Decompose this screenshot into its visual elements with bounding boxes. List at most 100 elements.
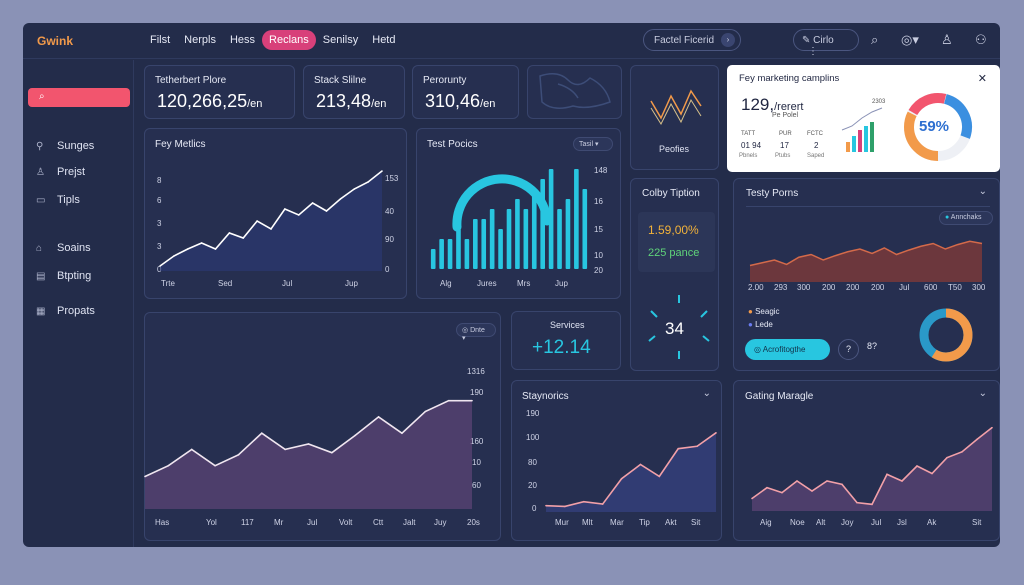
stat-value: 310,46/en	[425, 91, 496, 111]
data-point	[620, 477, 623, 480]
chevron-down-icon[interactable]: ⌄	[702, 388, 711, 399]
data-point	[401, 432, 403, 434]
bar	[523, 209, 529, 269]
bar	[557, 209, 562, 269]
y-tick-right: 60	[472, 481, 481, 490]
data-point	[159, 265, 161, 267]
sidebar-item[interactable]: ▭ Tipls	[36, 194, 80, 206]
help-button[interactable]: ?	[838, 339, 859, 360]
y-tick: 20	[528, 481, 537, 490]
stat-label: Tetherbert Plore	[155, 75, 227, 86]
stat-label: Stack Slilne	[314, 75, 367, 86]
data-point	[214, 464, 216, 467]
sidebar-item[interactable]: ♙ Prejst	[36, 166, 86, 178]
close-icon[interactable]: ✕	[977, 73, 987, 85]
services-card[interactable]: Services +12.14	[511, 311, 621, 370]
user-icon[interactable]: ♙	[941, 32, 953, 47]
data-point	[325, 210, 328, 212]
nav-item[interactable]: Hetd	[372, 34, 396, 46]
colby-card[interactable]: Colby Tiption 1.59,00% 225 pance 34	[630, 178, 719, 371]
sidebar-item[interactable]: ⌂ Soains	[36, 242, 91, 254]
bar	[574, 169, 579, 269]
notification-icon[interactable]: ◎▾	[901, 32, 919, 47]
y-tick: 80	[528, 458, 537, 467]
data-point	[424, 410, 427, 413]
chevron-down-icon[interactable]: ⌄	[978, 388, 987, 399]
x-tick: 300	[797, 283, 811, 292]
mini-bar	[846, 142, 850, 152]
more-icon[interactable]: ⋮	[808, 46, 818, 57]
x-tick: Joy	[841, 518, 854, 527]
y-tick: 6	[157, 196, 162, 205]
search-icon[interactable]: ⌕	[871, 32, 879, 47]
mini-bar	[870, 122, 874, 152]
data-point	[173, 255, 175, 257]
gating-card[interactable]: Gating Maragle ⌄ Aig Noe Alt Joy Jul Jsl…	[733, 380, 1000, 541]
x-tick: Tip	[639, 518, 650, 527]
marketing-col: TATT	[741, 131, 756, 137]
staynorics-card[interactable]: Staynorics ⌄ 190 100 80 20 0 Mur Mlt Mar…	[511, 380, 722, 541]
data-point	[353, 188, 356, 190]
app-logo[interactable]: Gwink	[37, 34, 74, 48]
nav-item[interactable]: Hess	[229, 34, 256, 46]
chevron-down-icon[interactable]: ⌄	[978, 186, 987, 197]
nav-item-active[interactable]: Reclans	[262, 30, 316, 50]
sidebar-item[interactable]: ▦ Propats	[36, 305, 95, 317]
data-point	[214, 248, 217, 250]
data-point	[916, 465, 918, 467]
donut-arc-blue	[904, 93, 972, 161]
data-point	[946, 456, 948, 459]
nav-item[interactable]: Senilsy	[322, 34, 359, 46]
document-icon: ▦	[36, 306, 46, 317]
data-point	[331, 451, 333, 454]
colby-panel	[638, 212, 715, 272]
x-tick: Jul	[871, 518, 882, 527]
profile-icon[interactable]: ⚇	[975, 32, 987, 47]
stat-card[interactable]: Tetherbert Plore 120,266,25/en	[144, 65, 295, 119]
sidebar-search[interactable]: ⌕	[28, 88, 130, 107]
data-point	[284, 208, 286, 210]
stat-card[interactable]: Perorunty 310,46/en	[412, 65, 519, 119]
marketing-card[interactable]: Fey marketing camplins ✕ 129,/rerert Pe …	[727, 65, 1000, 172]
marketing-sub2: 2303	[872, 99, 886, 105]
sidebar-item[interactable]: ⚲ Sunges	[36, 140, 95, 152]
data-point	[284, 448, 286, 451]
area-fill	[752, 427, 992, 511]
filter-pill[interactable]: ✎ Cirlo ⋮	[793, 29, 859, 57]
big-chart-card[interactable]: ◎ Dnte ▾ 1316 190 160 10 60 Has Yol 117 …	[144, 312, 501, 541]
period-dropdown[interactable]: ◎ Dnte ▾	[456, 323, 496, 342]
sidebar-item[interactable]: ▤ Btpting	[36, 270, 92, 282]
x-tick: Noe	[790, 518, 805, 527]
action-button[interactable]: ◎ Acrofitogthe	[745, 339, 830, 360]
y-tick-right: 15	[594, 225, 603, 234]
x-tick: T50	[948, 283, 962, 292]
data-point	[297, 214, 300, 216]
peofies-card[interactable]: Peofies	[630, 65, 719, 170]
data-point	[751, 497, 753, 500]
x-tick: Sit	[691, 518, 701, 527]
bar	[464, 239, 470, 269]
data-point	[715, 432, 717, 434]
data-point	[367, 181, 369, 183]
y-tick: 0	[532, 504, 537, 513]
data-point	[447, 399, 450, 402]
data-point	[190, 448, 193, 451]
top-nav: Filst Nerpls Hess Reclans Senilsy Hetd	[143, 30, 403, 50]
legend-dropdown[interactable]: ● Annchaks	[939, 211, 993, 225]
stat-value: 213,48/en	[316, 91, 387, 111]
chevron-icon[interactable]: ›	[721, 33, 735, 47]
testy-porns-card[interactable]: Testy Porns ⌄ ● Annchaks 2.00 293 300 20…	[733, 178, 1000, 371]
test-pocics-card[interactable]: Test Pocics Tasil ▾ 148 16 15 10 20 Alg …	[416, 128, 621, 299]
data-point	[931, 472, 933, 475]
fey-metrics-card[interactable]: Fey Metlics 8 6 3 3 0 153 40 90 0 Trte S…	[144, 128, 407, 299]
map-card[interactable]	[527, 65, 622, 119]
data-point	[766, 486, 768, 489]
info-button[interactable]: 8?	[867, 341, 878, 351]
y-tick-right: 1316	[467, 367, 485, 376]
search-input[interactable]: Factel Ficerid ›	[643, 29, 741, 51]
nav-item[interactable]: Nerpls	[184, 34, 216, 46]
bar	[473, 219, 478, 269]
stat-card[interactable]: Stack Slilne 213,48/en	[303, 65, 405, 119]
period-dropdown[interactable]: Tasil ▾	[573, 137, 613, 151]
nav-item[interactable]: Filst	[150, 34, 171, 46]
